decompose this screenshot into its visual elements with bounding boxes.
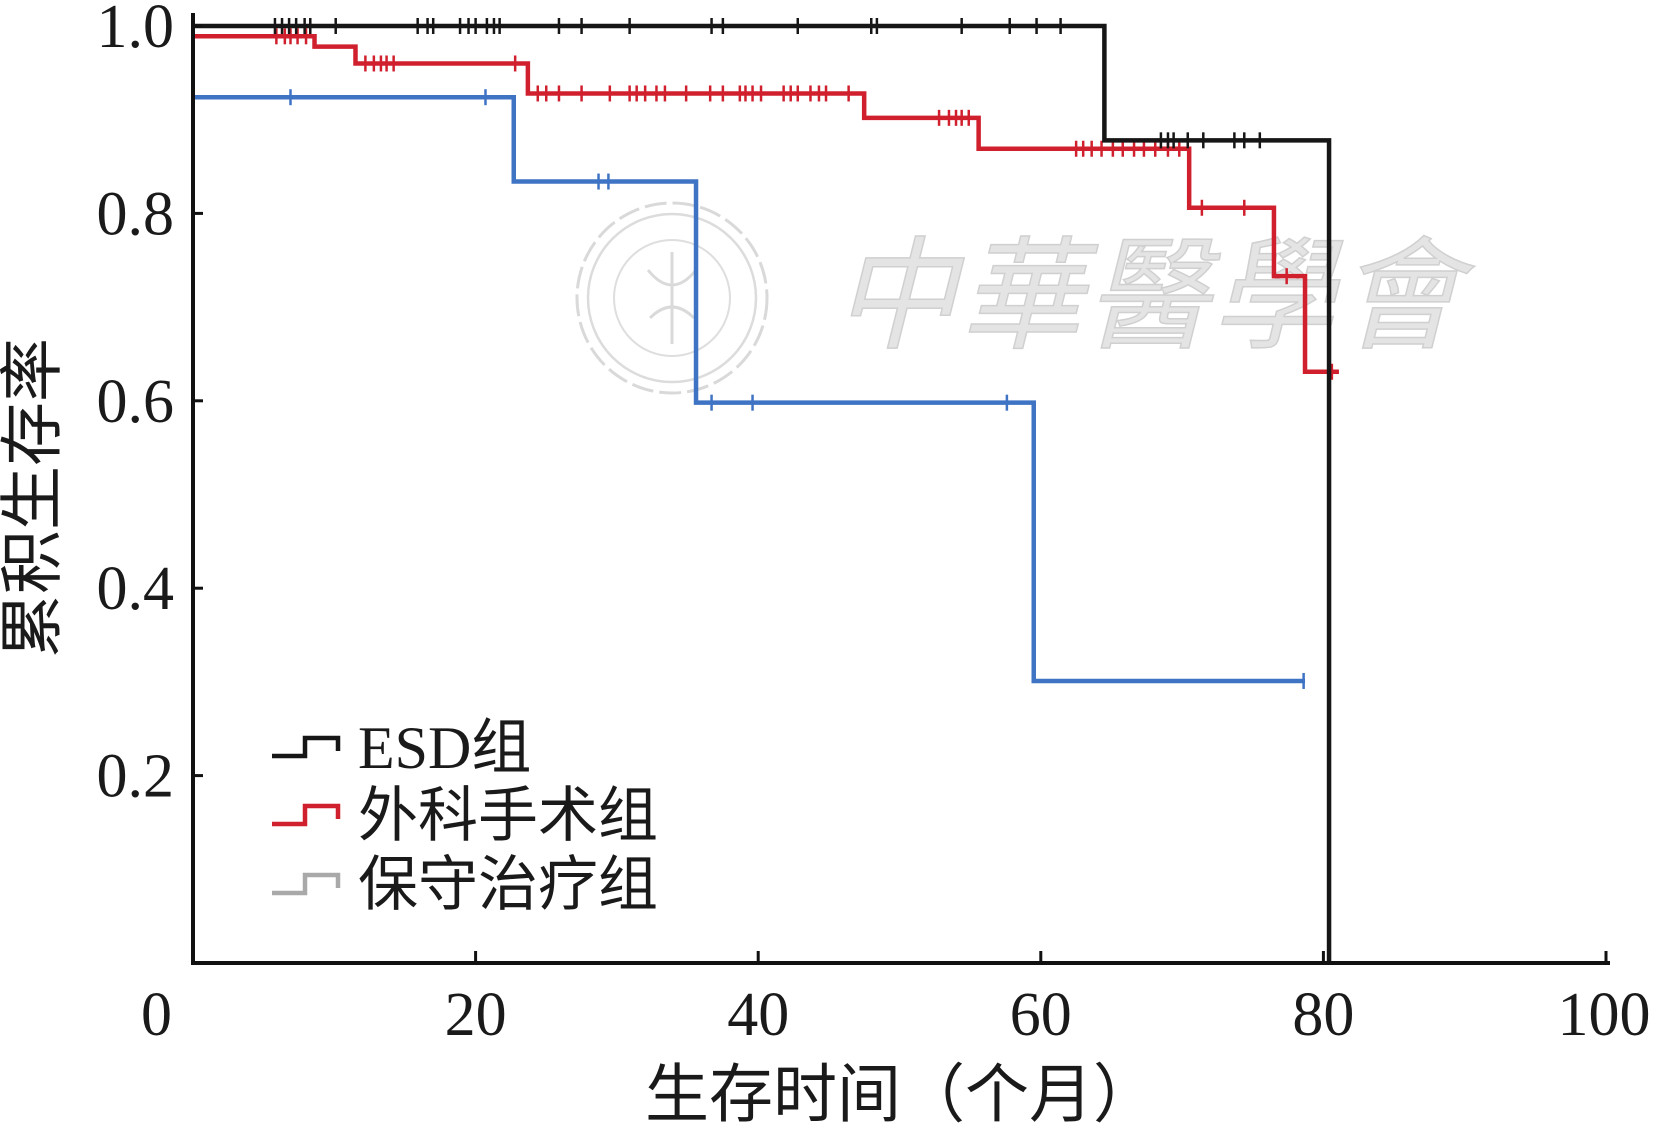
series-esd-group: [193, 18, 1332, 963]
survival-curves: [193, 18, 1339, 963]
y-tick-label: 0.6: [97, 368, 175, 436]
y-tick-label: 0.8: [97, 180, 175, 248]
legend-label: ESD组: [358, 715, 531, 781]
y-tick-label: 0.2: [97, 743, 175, 811]
legend-step-icon: [272, 803, 341, 827]
watermark-text: 中華醫學會: [834, 231, 1475, 366]
legend-step-icon: [272, 872, 341, 896]
survival-curve-surgery-group: [193, 34, 1339, 375]
watermark: 中華醫學會: [575, 201, 1475, 395]
x-tick-label: 100: [1558, 981, 1651, 1049]
x-tick-label: 40: [727, 981, 789, 1049]
legend-item-conservative-group: 保守治疗组: [272, 852, 658, 918]
x-axis-title: 生存时间（个月）: [645, 1060, 1157, 1128]
x-tick-label: 60: [1010, 981, 1072, 1049]
series-surgery-group: [193, 28, 1339, 380]
legend-item-esd-group: ESD组: [272, 715, 531, 781]
x-tick-label: 80: [1292, 981, 1354, 1049]
legend-step-icon: [272, 735, 341, 759]
legend: ESD组 外科手术组 保守治疗组: [272, 715, 658, 918]
y-tick-label: 0.4: [97, 555, 175, 623]
survival-curve-esd-group: [193, 23, 1332, 963]
y-tick-label: 1.0: [97, 0, 175, 61]
x-tick-label: 20: [445, 981, 507, 1049]
legend-label: 保守治疗组: [358, 852, 658, 918]
survival-curve-conservative-group: [193, 94, 1306, 684]
watermark-seal-logo: [575, 201, 769, 395]
legend-item-surgery-group: 外科手术组: [272, 783, 658, 849]
series-conservative-group: [193, 89, 1306, 689]
legend-label: 外科手术组: [358, 783, 658, 849]
x-tick-label: 0: [141, 981, 172, 1049]
axes: 0 20 40 60 80 100 0.2 0.4 0.6 0.8 1.0: [97, 0, 1651, 1049]
y-axis-title: 累积生存率: [0, 338, 69, 658]
